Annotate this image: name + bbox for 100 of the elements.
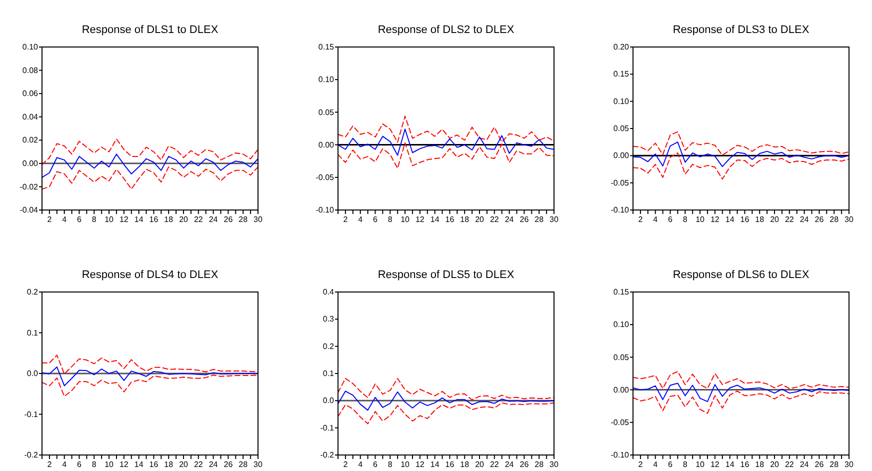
x-tick-label: 16 xyxy=(149,460,159,469)
y-tick-label: 0.05 xyxy=(318,108,335,117)
x-tick-label: 8 xyxy=(388,215,393,224)
x-tick-label: 24 xyxy=(208,460,218,469)
x-tick-label: 28 xyxy=(830,215,840,224)
x-tick-label: 18 xyxy=(460,215,470,224)
y-tick-label: 0.3 xyxy=(322,314,335,324)
y-tick-label: 0.10 xyxy=(318,75,335,84)
x-tick-label: 10 xyxy=(696,215,706,224)
y-tick-label: -0.05 xyxy=(610,418,630,427)
line-series xyxy=(338,128,554,156)
y-tick-label: 0.4 xyxy=(322,288,335,297)
x-tick-label: 14 xyxy=(430,460,440,469)
x-tick-label: 20 xyxy=(475,460,485,469)
x-tick-label: 20 xyxy=(770,215,780,224)
y-tick-label: 0.10 xyxy=(613,320,630,330)
x-tick-label: 16 xyxy=(445,215,455,224)
x-tick-label: 4 xyxy=(358,215,364,224)
y-tick-label: 0.05 xyxy=(613,124,630,134)
y-tick-label: -0.04 xyxy=(20,206,39,215)
x-tick-label: 18 xyxy=(755,460,765,469)
y-tick-label: -0.2 xyxy=(24,450,39,460)
x-tick-label: 16 xyxy=(445,460,455,469)
line-series xyxy=(42,138,258,166)
y-tick-label: -0.05 xyxy=(610,178,630,188)
x-tick-label: 4 xyxy=(62,460,68,469)
y-tick-label: 0.15 xyxy=(318,42,335,52)
x-tick-label: 8 xyxy=(92,215,97,224)
x-tick-label: 24 xyxy=(800,460,810,469)
y-tick-label: -0.02 xyxy=(20,182,39,192)
y-tick-label: 0.06 xyxy=(22,89,39,98)
x-tick-label: 30 xyxy=(550,215,559,224)
x-tick-label: 22 xyxy=(784,215,794,224)
y-tick-label: -0.05 xyxy=(316,172,335,182)
x-tick-label: 26 xyxy=(520,460,530,469)
x-tick-label: 20 xyxy=(475,215,485,224)
x-tick-label: 12 xyxy=(415,215,425,224)
y-tick-label: 0.20 xyxy=(613,42,630,52)
x-tick-label: 22 xyxy=(194,215,204,224)
x-tick-label: 12 xyxy=(119,460,129,469)
y-tick-label: 0.08 xyxy=(22,66,39,75)
x-tick-label: 10 xyxy=(104,460,114,469)
line-series xyxy=(632,152,850,180)
line-series xyxy=(632,131,850,156)
line-series xyxy=(42,154,258,178)
x-tick-label: 10 xyxy=(400,460,410,469)
x-tick-label: 30 xyxy=(254,215,263,224)
y-tick-label: 0.0 xyxy=(26,369,39,378)
x-tick-label: 2 xyxy=(638,215,644,224)
y-tick-label: 0.15 xyxy=(613,288,630,297)
chart-title: Response of DLS2 to DLEX xyxy=(378,24,515,36)
line-series xyxy=(42,374,258,397)
y-tick-label: 0.00 xyxy=(613,385,630,394)
x-tick-label: 28 xyxy=(534,460,544,469)
line-series xyxy=(338,390,554,411)
x-tick-label: 16 xyxy=(740,460,750,469)
x-tick-label: 26 xyxy=(224,460,234,469)
y-tick-label: -0.1 xyxy=(320,423,335,432)
x-tick-label: 22 xyxy=(194,460,204,469)
x-tick-label: 14 xyxy=(134,215,144,224)
x-tick-label: 12 xyxy=(119,215,129,224)
x-tick-label: 18 xyxy=(164,460,174,469)
x-tick-label: 20 xyxy=(179,215,189,224)
x-tick-label: 24 xyxy=(504,460,514,469)
x-tick-label: 18 xyxy=(460,460,470,469)
line-series xyxy=(632,142,850,168)
x-tick-label: 10 xyxy=(696,460,706,469)
chart-title: Response of DLS5 to DLEX xyxy=(378,269,515,281)
line-series xyxy=(632,382,850,402)
x-tick-label: 2 xyxy=(343,460,348,469)
x-tick-label: 12 xyxy=(710,215,720,224)
line-series xyxy=(42,366,258,386)
x-tick-label: 30 xyxy=(254,460,263,469)
y-tick-label: 0.2 xyxy=(322,342,335,351)
x-tick-label: 2 xyxy=(47,460,52,469)
x-tick-label: 6 xyxy=(77,215,82,224)
y-tick-label: 0.00 xyxy=(22,158,39,168)
y-tick-label: 0.02 xyxy=(22,136,39,145)
x-tick-label: 30 xyxy=(844,215,854,224)
x-tick-label: 6 xyxy=(668,215,674,224)
y-tick-label: -0.1 xyxy=(24,410,39,419)
x-tick-label: 8 xyxy=(682,460,688,469)
x-tick-label: 14 xyxy=(725,215,735,224)
x-tick-label: 26 xyxy=(814,460,824,469)
x-tick-label: 12 xyxy=(415,460,425,469)
x-tick-label: 6 xyxy=(668,460,674,469)
x-tick-label: 22 xyxy=(490,460,500,469)
x-tick-label: 18 xyxy=(755,215,765,224)
y-tick-label: -0.2 xyxy=(320,450,335,460)
x-tick-label: 6 xyxy=(373,215,378,224)
x-tick-label: 24 xyxy=(800,215,810,224)
y-tick-label: 0.0 xyxy=(322,396,335,406)
line-series xyxy=(338,116,554,143)
x-tick-label: 26 xyxy=(520,215,530,224)
x-tick-label: 12 xyxy=(710,460,720,469)
x-tick-label: 14 xyxy=(134,460,144,469)
chart-title: Response of DLS3 to DLEX xyxy=(672,24,810,36)
x-tick-label: 30 xyxy=(844,460,854,469)
x-tick-label: 14 xyxy=(430,215,440,224)
x-tick-label: 10 xyxy=(104,215,114,224)
